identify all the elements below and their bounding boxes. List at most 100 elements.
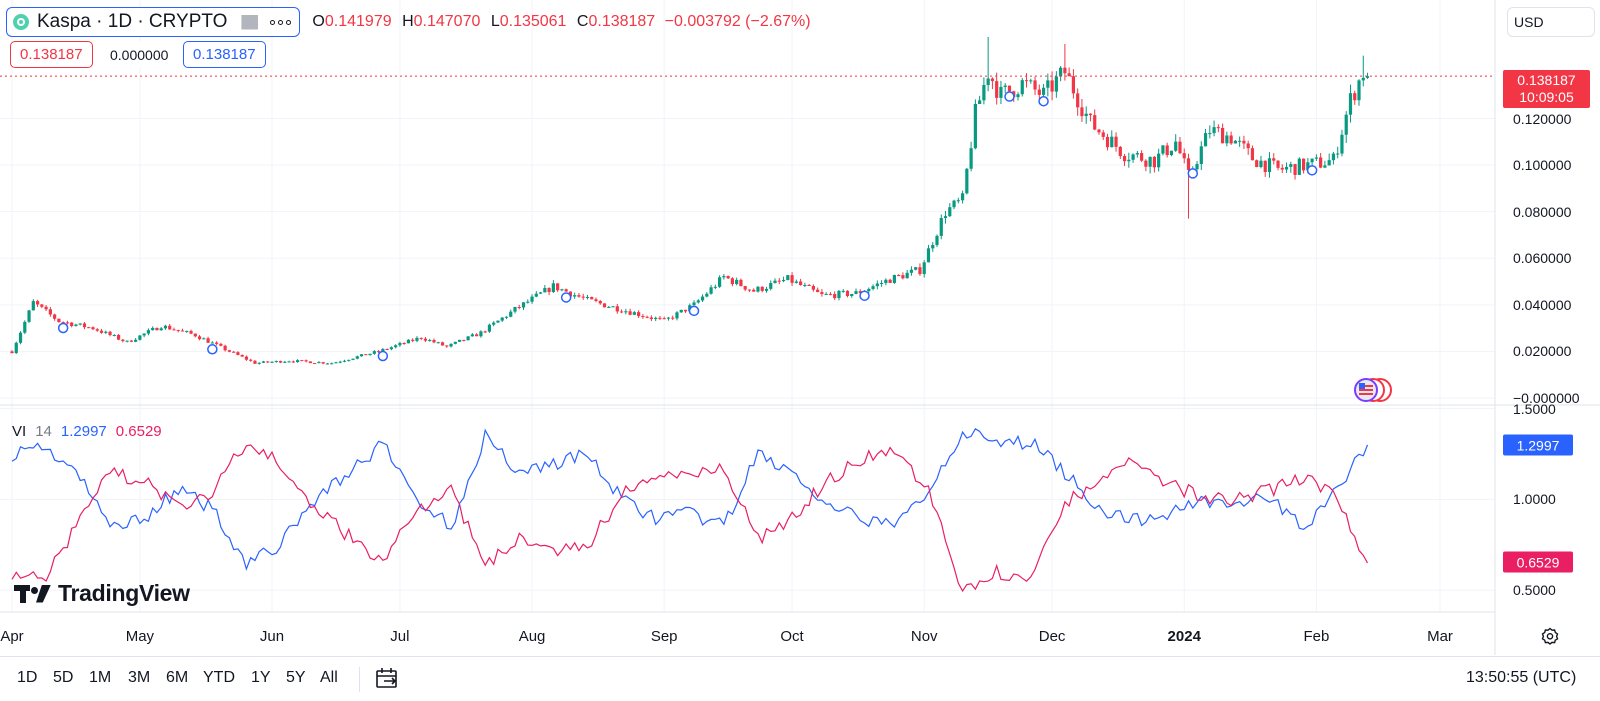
candle [828, 292, 833, 296]
candle-body [517, 306, 521, 308]
candle-body [598, 301, 602, 304]
candle-body [300, 360, 304, 362]
candle-body [14, 342, 18, 354]
candle-body [138, 335, 142, 340]
candle [1280, 164, 1284, 174]
range-button-5y[interactable]: 5Y [286, 669, 306, 686]
price-tick-label: 0.060000 [1513, 250, 1572, 267]
candle-body [926, 248, 931, 263]
candle [1284, 162, 1289, 173]
candle-body [159, 328, 163, 331]
range-button-1m[interactable]: 1M [89, 669, 112, 686]
candle-body [1148, 156, 1152, 167]
candle-body [1080, 107, 1084, 117]
candle [376, 349, 381, 353]
change-value: −0.003792 (−2.67%) [664, 13, 811, 30]
candle [786, 274, 790, 281]
candle-body [1186, 158, 1191, 170]
range-button-3m[interactable]: 3M [128, 669, 151, 686]
more-options-icon[interactable] [270, 19, 292, 25]
candle-body [1238, 140, 1242, 142]
candle-body [671, 317, 675, 319]
candle-body [210, 342, 214, 344]
candle-body [1140, 153, 1144, 161]
currency-select[interactable]: USD [1507, 7, 1595, 37]
candle [884, 278, 888, 286]
candle [210, 341, 214, 344]
candle-body [538, 292, 543, 294]
price-tick-label: −0.000000 [1513, 390, 1580, 406]
candle-body [70, 322, 74, 327]
range-button-1y[interactable]: 1Y [251, 669, 271, 686]
candle-body [1357, 80, 1361, 101]
candle-body [1024, 80, 1029, 82]
candle [888, 278, 892, 284]
candle-body [206, 338, 210, 343]
range-button-1d[interactable]: 1D [17, 669, 38, 686]
range-button-all[interactable]: All [320, 669, 338, 686]
candle [1003, 83, 1007, 94]
candle [1157, 148, 1161, 172]
candle-body [1131, 154, 1135, 160]
candle-body [564, 289, 568, 292]
candle-body [905, 272, 909, 279]
candle-body [287, 361, 291, 363]
range-button-6m[interactable]: 6M [166, 669, 189, 686]
candle-body [321, 362, 325, 364]
candle-body [1174, 141, 1178, 151]
candle-body [990, 78, 995, 82]
candle [1182, 148, 1186, 164]
buy-price-box[interactable]: 0.138187 [183, 41, 266, 68]
candle [658, 315, 662, 321]
candle [1016, 92, 1020, 101]
vi-legend[interactable]: VI 14 1.2997 0.6529 [12, 423, 162, 440]
range-button-ytd[interactable]: YTD [203, 669, 235, 686]
candle-body [1272, 158, 1276, 161]
candle-body [573, 295, 577, 297]
candle [1101, 129, 1105, 141]
candle-body [543, 288, 547, 293]
candle [1357, 79, 1361, 106]
candle [581, 293, 585, 300]
candle [1229, 131, 1233, 145]
candle-body [1229, 135, 1233, 144]
candle-body [492, 322, 496, 325]
candle [334, 361, 338, 364]
candle [138, 335, 142, 341]
candle [270, 361, 274, 363]
candle [1216, 124, 1220, 133]
candle [875, 280, 879, 290]
candle-body [1216, 127, 1220, 129]
tradingview-logo[interactable]: TradingView [14, 580, 190, 607]
price-tick-label: 0.040000 [1513, 296, 1572, 313]
settings-gear-icon[interactable] [1541, 627, 1559, 645]
candle [342, 359, 347, 363]
candle [163, 324, 168, 330]
candle [824, 292, 828, 295]
kaspa-logo-icon [13, 14, 29, 30]
candle [1020, 77, 1024, 97]
flag-icon[interactable] [241, 14, 259, 30]
candle-body [1280, 167, 1284, 170]
candle-body [313, 363, 317, 365]
candle-body [394, 345, 398, 348]
candle [897, 274, 901, 277]
candle-body [129, 340, 133, 342]
date-range-calendar-icon[interactable] [375, 666, 401, 691]
range-button-5d[interactable]: 5D [53, 669, 74, 686]
candle [240, 354, 244, 357]
sell-price-box[interactable]: 0.138187 [10, 41, 93, 68]
candle [1263, 160, 1267, 177]
candle-body [223, 345, 227, 351]
candle [1071, 69, 1076, 99]
candle-body [1067, 73, 1071, 77]
symbol-title-box[interactable]: Kaspa · 1D · CRYPTO [6, 7, 301, 37]
utc-clock[interactable]: 13:50:55 (UTC) [1466, 669, 1577, 686]
candle [1105, 133, 1110, 151]
candle-body [973, 103, 977, 149]
candle [696, 299, 700, 304]
candle [807, 283, 811, 287]
candle [475, 333, 479, 337]
